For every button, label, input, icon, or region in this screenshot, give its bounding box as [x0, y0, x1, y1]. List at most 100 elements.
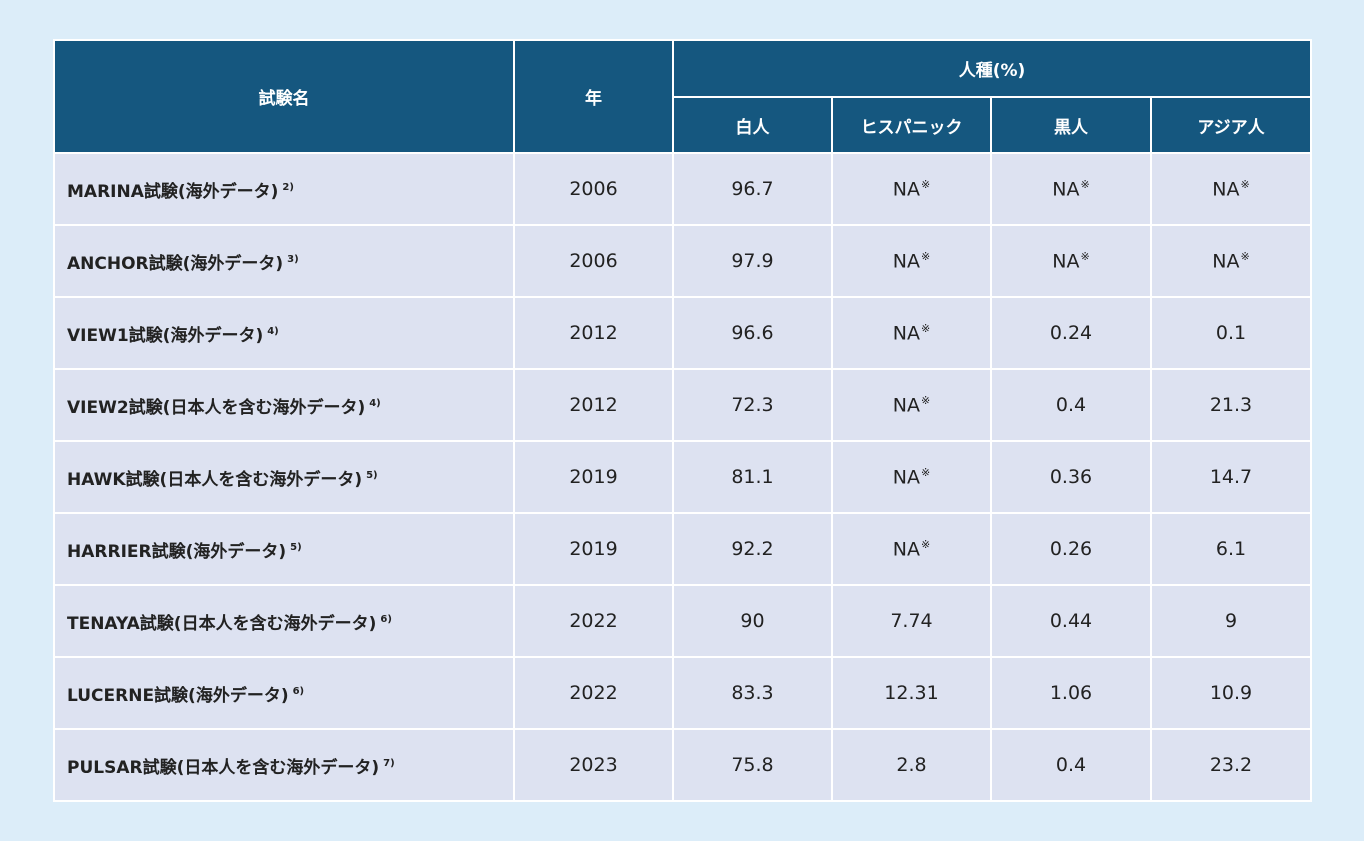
race-table-container: 試験名 年 人種(%) 白人 ヒスパニック 黒人 アジア人 MARINA試験(海… [53, 39, 1313, 802]
black-percent-cell: 0.26 [990, 512, 1152, 586]
header-race-group: 人種(%) [671, 39, 1313, 98]
white-percent-cell: 92.2 [672, 512, 833, 586]
trial-name-cell: TENAYA試験(日本人を含む海外データ) 6) [53, 584, 515, 658]
hispanic-percent-value: 2.8 [896, 754, 927, 776]
table-row: HAWK試験(日本人を含む海外データ) 5) 2019 81.1 NA※ 0.36 14.7 [53, 440, 1313, 514]
trial-name: VIEW2試験(日本人を含む海外データ) [67, 397, 366, 418]
asian-percent-cell: 23.2 [1149, 728, 1313, 802]
black-percent-cell: 0.24 [990, 296, 1152, 370]
white-percent-value: 96.6 [731, 322, 774, 344]
year-cell: 2012 [513, 368, 674, 442]
table-row: VIEW2試験(日本人を含む海外データ) 4) 2012 72.3 NA※ 0.4 21.3 [53, 368, 1313, 442]
note-mark: ※ [921, 177, 931, 191]
white-percent-cell: 90 [672, 584, 833, 658]
black-percent-cell: 0.36 [990, 440, 1152, 514]
white-percent-value: 75.8 [731, 754, 774, 776]
header-asian: アジア人 [1149, 96, 1313, 154]
trial-name-cell: PULSAR試験(日本人を含む海外データ) 7) [53, 728, 515, 802]
trial-name-cell: HARRIER試験(海外データ) 5) [53, 512, 515, 586]
trial-name: HARRIER試験(海外データ) [67, 541, 287, 562]
note-mark: ※ [1080, 177, 1090, 191]
white-percent-value: 81.1 [731, 466, 774, 488]
white-percent-cell: 72.3 [672, 368, 833, 442]
white-percent-value: 97.9 [731, 250, 774, 272]
note-mark: ※ [1240, 177, 1250, 191]
black-percent-value: 0.36 [1049, 466, 1093, 488]
note-mark: ※ [921, 393, 931, 407]
black-percent-cell: 0.44 [990, 584, 1152, 658]
hispanic-percent-cell: NA※ [831, 224, 992, 298]
reference-number: 6) [292, 685, 305, 697]
hispanic-percent-value: NA [892, 250, 920, 273]
year-cell: 2012 [513, 296, 674, 370]
note-mark: ※ [921, 465, 931, 479]
note-mark: ※ [921, 537, 931, 551]
reference-number: 4) [267, 325, 279, 337]
asian-percent-value: 6.1 [1215, 538, 1247, 560]
asian-percent-value: 23.2 [1209, 754, 1253, 776]
hispanic-percent-cell: NA※ [831, 368, 992, 442]
asian-percent-value: 21.3 [1209, 394, 1253, 416]
white-percent-value: 83.3 [731, 682, 774, 704]
asian-percent-cell: 6.1 [1149, 512, 1313, 586]
asian-percent-value: 9 [1224, 610, 1238, 632]
asian-percent-value: 14.7 [1209, 466, 1253, 488]
asian-percent-cell: 0.1 [1149, 296, 1313, 370]
header-row-1: 試験名 年 人種(%) [53, 39, 1313, 154]
header-white: 白人 [672, 96, 833, 154]
black-percent-cell: 0.4 [990, 368, 1152, 442]
hispanic-percent-cell: NA※ [831, 296, 992, 370]
white-percent-value: 72.3 [731, 394, 774, 416]
hispanic-percent-cell: 2.8 [831, 728, 992, 802]
hispanic-percent-value: 7.74 [890, 610, 933, 632]
trial-name-cell: LUCERNE試験(海外データ) 6) [53, 656, 515, 730]
reference-number: 6) [380, 613, 392, 625]
black-percent-cell: 0.4 [990, 728, 1152, 802]
table-row: HARRIER試験(海外データ) 5) 2019 92.2 NA※ 0.26 6.1 [53, 512, 1313, 586]
race-table: 試験名 年 人種(%) 白人 ヒスパニック 黒人 アジア人 MARINA試験(海… [53, 39, 1313, 802]
reference-number: 5) [290, 541, 302, 553]
asian-percent-value: NA [1212, 178, 1240, 201]
table-row: PULSAR試験(日本人を含む海外データ) 7) 2023 75.8 2.8 0.4 23.… [53, 728, 1313, 802]
black-percent-cell: NA※ [990, 152, 1152, 226]
white-percent-cell: 97.9 [672, 224, 833, 298]
header-black: 黒人 [990, 96, 1152, 154]
trial-name: ANCHOR試験(海外データ) [67, 253, 284, 274]
header-year: 年 [513, 39, 674, 154]
asian-percent-cell: NA※ [1149, 152, 1313, 226]
header-row-2: 白人 ヒスパニック 黒人 アジア人 [54, 96, 1313, 154]
reference-number: 4) [369, 397, 381, 409]
black-percent-value: 0.44 [1049, 610, 1093, 632]
white-percent-cell: 81.1 [672, 440, 833, 514]
asian-percent-cell: NA※ [1149, 224, 1313, 298]
hispanic-percent-value: NA [892, 466, 920, 489]
white-percent-value: 96.7 [731, 178, 774, 200]
table-row: LUCERNE試験(海外データ) 6) 2022 83.3 12.31 1.06 10.9 [53, 656, 1313, 730]
black-percent-value: 0.26 [1049, 538, 1093, 560]
black-percent-value: 0.24 [1049, 322, 1093, 344]
trial-name: HAWK試験(日本人を含む海外データ) [67, 469, 363, 490]
hispanic-percent-value: NA [892, 538, 920, 561]
table-row: TENAYA試験(日本人を含む海外データ) 6) 2022 90 7.74 0.44 9 [53, 584, 1313, 658]
note-mark: ※ [921, 321, 931, 335]
asian-percent-value: 0.1 [1215, 322, 1247, 344]
black-percent-value: 1.06 [1049, 682, 1093, 704]
table-row: VIEW1試験(海外データ) 4) 2012 96.6 NA※ 0.24 0.1 [53, 296, 1313, 370]
year-cell: 2022 [513, 584, 674, 658]
trial-name-cell: HAWK試験(日本人を含む海外データ) 5) [53, 440, 515, 514]
white-percent-cell: 75.8 [672, 728, 833, 802]
note-mark: ※ [1240, 249, 1250, 263]
black-percent-value: 0.4 [1055, 394, 1087, 416]
white-percent-cell: 96.7 [672, 152, 833, 226]
hispanic-percent-value: 12.31 [884, 682, 939, 704]
table-row: ANCHOR試験(海外データ) 3) 2006 97.9 NA※ NA※ NA※ [53, 224, 1313, 298]
white-percent-cell: 96.6 [672, 296, 833, 370]
reference-number: 7) [383, 757, 395, 769]
hispanic-percent-cell: NA※ [831, 152, 992, 226]
table-body: MARINA試験(海外データ) 2) 2006 96.7 NA※ NA※ NA※ ANCHOR… [53, 152, 1313, 802]
trial-name-cell: MARINA試験(海外データ) 2) [53, 152, 515, 226]
hispanic-percent-value: NA [892, 322, 920, 345]
year-cell: 2006 [513, 224, 674, 298]
asian-percent-value: NA [1212, 250, 1240, 273]
black-percent-cell: 1.06 [990, 656, 1152, 730]
